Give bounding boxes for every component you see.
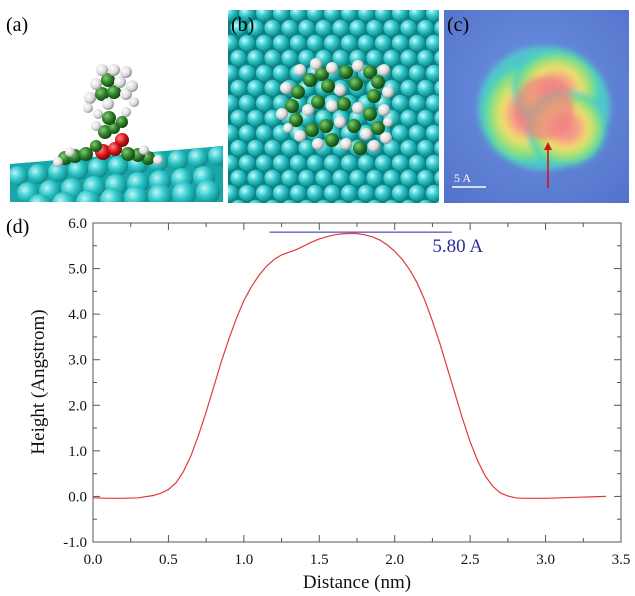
profile-line: [92, 232, 606, 499]
molecule-top: [276, 58, 394, 155]
y-tick-label: 5.0: [68, 262, 87, 278]
height-annotation: 5.80 A: [432, 236, 483, 257]
y-axis-label: Height (Angstrom): [28, 309, 49, 454]
plot-frame: [92, 222, 622, 543]
y-tick-label: 3.0: [68, 353, 87, 369]
panel-label-a: (a): [6, 14, 29, 36]
panel-a-image: [10, 48, 223, 202]
scale-bar-label: 5 A: [454, 171, 471, 185]
panel-b-top-view: [228, 10, 439, 203]
panel-label-c: (c): [447, 14, 470, 36]
x-axis-label: Distance (nm): [303, 572, 411, 593]
x-tick-label: 2.0: [385, 552, 404, 568]
molecule-side: [53, 64, 163, 167]
panel-label-d: (d): [6, 216, 30, 238]
height-profile-chart: 0.0 0.5 1.0 1.5 2.0 2.5 3.0 3.5-1.00.01.02.03.0…: [28, 216, 630, 593]
y-tick-label: 0.0: [68, 489, 87, 505]
x-tick-label: 2.5: [461, 552, 480, 568]
tick-labels: 0.0 0.5 1.0 1.5 2.0 2.5 3.0 3.5-1.00.01.02.03.0…: [63, 216, 630, 568]
x-tick-label: 3.0: [536, 552, 555, 568]
y-tick-label: 6.0: [68, 216, 87, 232]
axis-ticks: [92, 222, 622, 543]
x-tick-label: 3.5: [612, 552, 631, 568]
panel-b-image: [228, 10, 439, 203]
substrate-atoms: [10, 146, 223, 202]
y-tick-label: -1.0: [63, 535, 87, 551]
y-tick-label: 2.0: [68, 398, 87, 414]
y-tick-label: 4.0: [68, 307, 87, 323]
panel-a-side-view: [10, 48, 223, 202]
x-tick-label: 0.0: [84, 552, 103, 568]
panel-d-height-profile: 0.0 0.5 1.0 1.5 2.0 2.5 3.0 3.5 -1.0 0.0 1.0 2.0 3.0…: [0, 210, 635, 596]
y-tick-label: 1.0: [68, 444, 87, 460]
x-tick-label: 0.5: [159, 552, 178, 568]
panel-label-b: (b): [231, 14, 255, 36]
panel-c-stm-image: 5 A: [444, 10, 629, 203]
x-tick-label: 1.0: [234, 552, 253, 568]
x-tick-label: 1.5: [310, 552, 329, 568]
panel-c-image: 5 A: [444, 10, 629, 203]
